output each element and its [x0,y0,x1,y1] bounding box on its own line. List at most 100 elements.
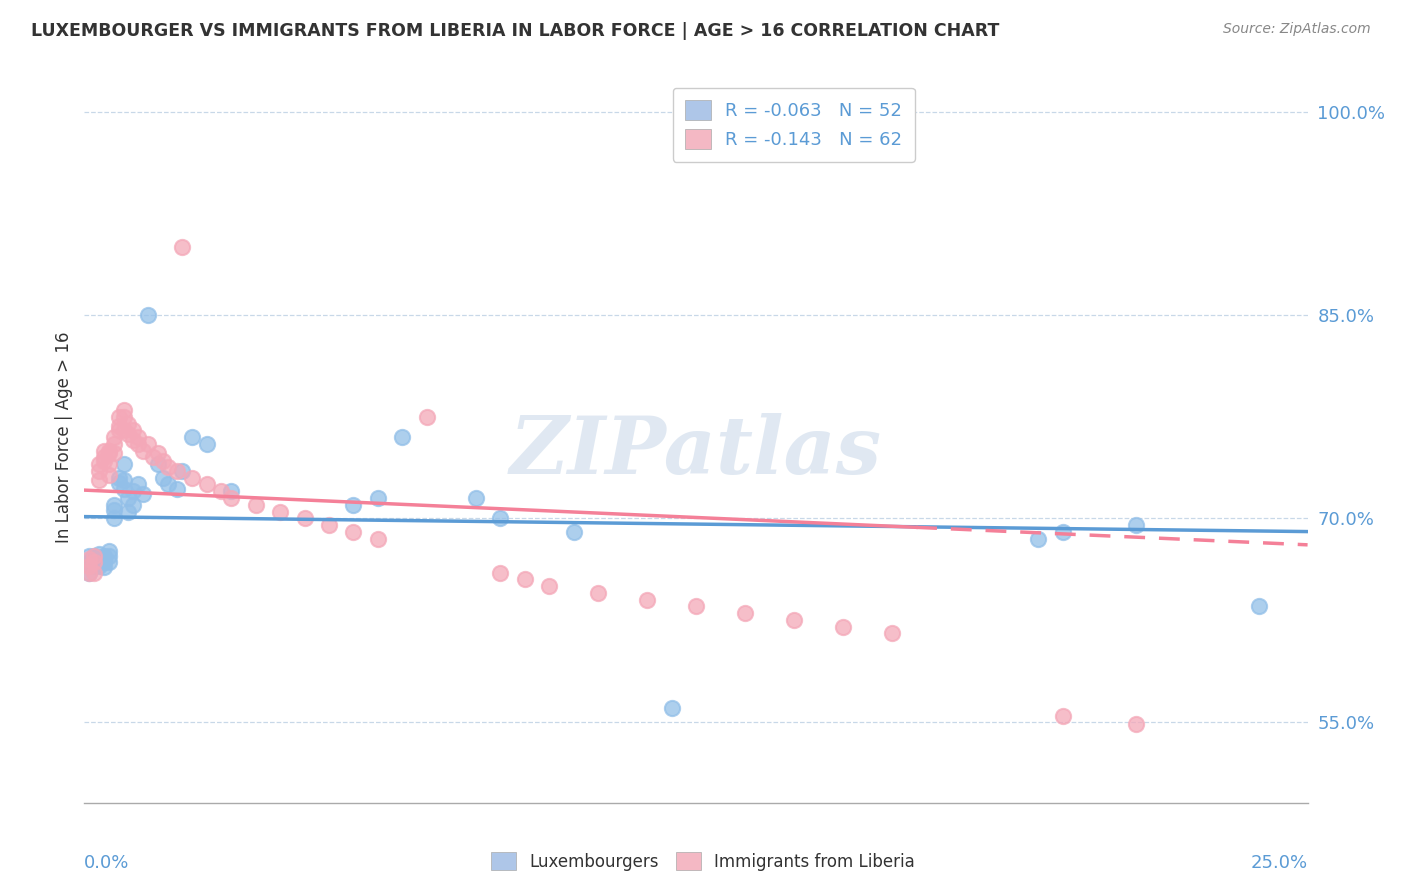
Point [83,549,105,564]
Point [97,555,120,569]
Point [195,437,218,451]
Point [538,579,561,593]
Point [103,446,125,460]
Point [122,484,145,499]
Point [783,613,806,627]
Point [367,491,389,505]
Point [219,484,242,499]
Point [87,464,110,478]
Point [77,555,100,569]
Point [97,443,120,458]
Point [117,505,139,519]
Point [489,511,512,525]
Point [181,430,204,444]
Point [87,552,110,566]
Point [1247,599,1270,614]
Point [117,427,139,442]
Point [112,474,135,488]
Point [97,468,120,483]
Point [77,558,100,573]
Point [87,555,110,569]
Point [122,423,145,437]
Point [87,474,110,488]
Point [880,626,903,640]
Point [107,476,129,491]
Point [117,417,139,431]
Point [734,606,756,620]
Point [146,457,169,471]
Point [107,423,129,437]
Point [156,477,179,491]
Point [562,524,585,539]
Point [294,511,316,525]
Point [97,457,120,471]
Point [77,552,100,566]
Point [83,566,105,580]
Point [107,471,129,485]
Point [367,532,389,546]
Y-axis label: In Labor Force | Age > 16: In Labor Force | Age > 16 [55,331,73,543]
Point [166,464,188,478]
Point [209,484,232,499]
Point [219,491,242,505]
Point [661,701,683,715]
Point [831,620,853,634]
Point [107,419,129,434]
Point [318,518,340,533]
Point [586,586,609,600]
Point [87,547,110,561]
Point [112,423,135,437]
Point [77,566,100,580]
Point [152,454,174,468]
Point [513,572,536,586]
Point [83,549,105,564]
Point [132,443,155,458]
Point [117,491,139,505]
Point [152,471,174,485]
Point [416,409,439,424]
Point [1125,518,1147,533]
Point [83,555,105,569]
Point [83,558,105,573]
Point [83,555,105,569]
Point [136,308,159,322]
Point [103,437,125,451]
Point [87,558,110,573]
Point [685,599,707,614]
Point [172,464,194,478]
Point [489,566,512,580]
Point [112,409,135,424]
Point [156,459,179,474]
Point [146,446,169,460]
Point [1052,524,1074,539]
Point [112,457,135,471]
Point [127,437,149,451]
Point [166,482,188,496]
Point [122,433,145,447]
Point [103,511,125,525]
Point [93,450,115,465]
Point [1125,717,1147,731]
Point [107,409,129,424]
Point [1052,709,1074,723]
Point [77,549,100,564]
Point [103,498,125,512]
Point [93,549,115,564]
Point [83,552,105,566]
Point [127,430,149,444]
Point [112,403,135,417]
Point [391,430,413,444]
Point [181,471,204,485]
Point [132,487,155,501]
Text: 0.0%: 0.0% [84,854,129,872]
Point [142,450,165,465]
Legend: R = -0.063   N = 52, R = -0.143   N = 62: R = -0.063 N = 52, R = -0.143 N = 62 [673,87,915,161]
Point [97,544,120,558]
Point [97,549,120,564]
Point [93,454,115,468]
Point [245,498,267,512]
Point [112,482,135,496]
Point [464,491,486,505]
Text: Source: ZipAtlas.com: Source: ZipAtlas.com [1223,22,1371,37]
Point [93,552,115,566]
